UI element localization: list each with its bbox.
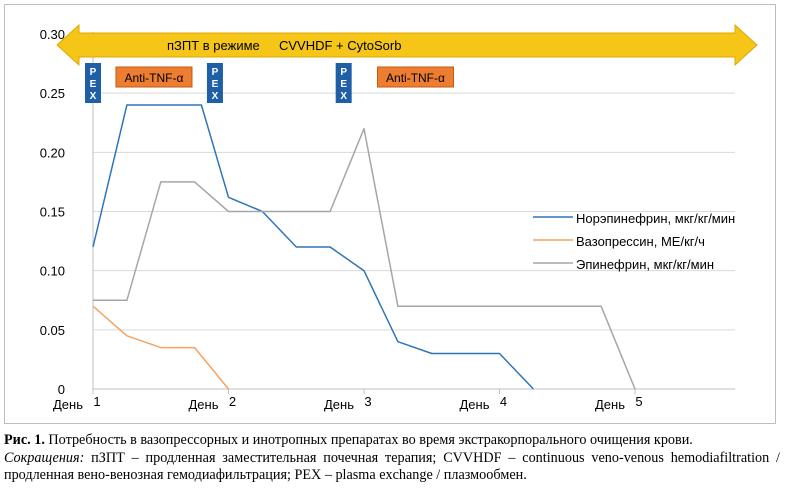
pex-letter: E: [212, 79, 219, 90]
anti-tnf-box: [376, 66, 454, 88]
pex-letter: P: [90, 67, 97, 78]
pex-letter: E: [90, 79, 97, 90]
x-tick-label: День: [460, 397, 490, 412]
pex-letter: P: [340, 67, 347, 78]
pex-letter: E: [340, 79, 347, 90]
x-tick-number: 4: [500, 394, 507, 409]
x-tick-number: 1: [93, 394, 100, 409]
figure-caption: Рис. 1. Потребность в вазопрессорных и и…: [4, 432, 780, 485]
y-tick-label: 0.15: [40, 205, 65, 220]
pex-box: [335, 63, 352, 103]
y-tick-label: 0.20: [40, 145, 65, 160]
x-tick-label: День: [324, 397, 354, 412]
pex-letter: X: [340, 91, 347, 102]
abbreviations-label: Сокращения:: [4, 449, 85, 466]
legend-label: Вазопрессин, МЕ/кг/ч: [576, 234, 705, 249]
anti-tnf-box: [115, 66, 193, 88]
series-line: [92, 305, 230, 390]
legend-label: Эпинефрин, мкг/кг/мин: [576, 257, 714, 272]
x-tick-label: День: [53, 397, 83, 412]
anti-tnf-label: Anti-TNF-α: [386, 71, 445, 85]
y-tick-label: 0.05: [40, 323, 65, 338]
x-tick-number: 5: [635, 394, 642, 409]
pex-letter: X: [90, 91, 97, 102]
x-tick-label: День: [595, 397, 625, 412]
series-line: [92, 104, 534, 390]
caption-text: Потребность в вазопрессорных и инотропны…: [44, 432, 693, 448]
legend-label: Норэпинефрин, мкг/кг/мин: [576, 211, 735, 226]
y-tick-label: 0.10: [40, 264, 65, 279]
x-tick-label: День: [189, 397, 219, 412]
pex-letter: P: [212, 67, 219, 78]
anti-tnf-label: Anti-TNF-α: [125, 71, 184, 85]
x-tick-number: 3: [364, 394, 371, 409]
pex-letter: X: [212, 91, 219, 102]
chart-frame: 0 0.05 0.10 0.15 0.20 0.25 0.30 День 1 День 2 День 3…: [4, 4, 776, 424]
arrow-label-prefix: пЗПТ в режиме: [167, 38, 260, 53]
y-tick-label: 0: [58, 382, 65, 397]
pex-box: [206, 63, 223, 103]
series-line: [93, 127, 636, 390]
y-tick-label: 0.30: [40, 27, 65, 42]
pex-box: [85, 63, 101, 103]
chart: 0 0.05 0.10 0.15 0.20 0.25 0.30 День 1 День 2 День 3…: [40, 23, 758, 412]
arrow-label-suffix: CVVHDF + CytoSorb: [279, 38, 401, 53]
x-tick-number: 2: [229, 394, 236, 409]
treatment-period-arrow: [56, 23, 758, 67]
caption-label: Рис. 1.: [4, 432, 45, 448]
y-tick-label: 0.25: [40, 86, 65, 101]
abbreviations-text: пЗПТ – продленная заместительная почечна…: [4, 449, 780, 484]
